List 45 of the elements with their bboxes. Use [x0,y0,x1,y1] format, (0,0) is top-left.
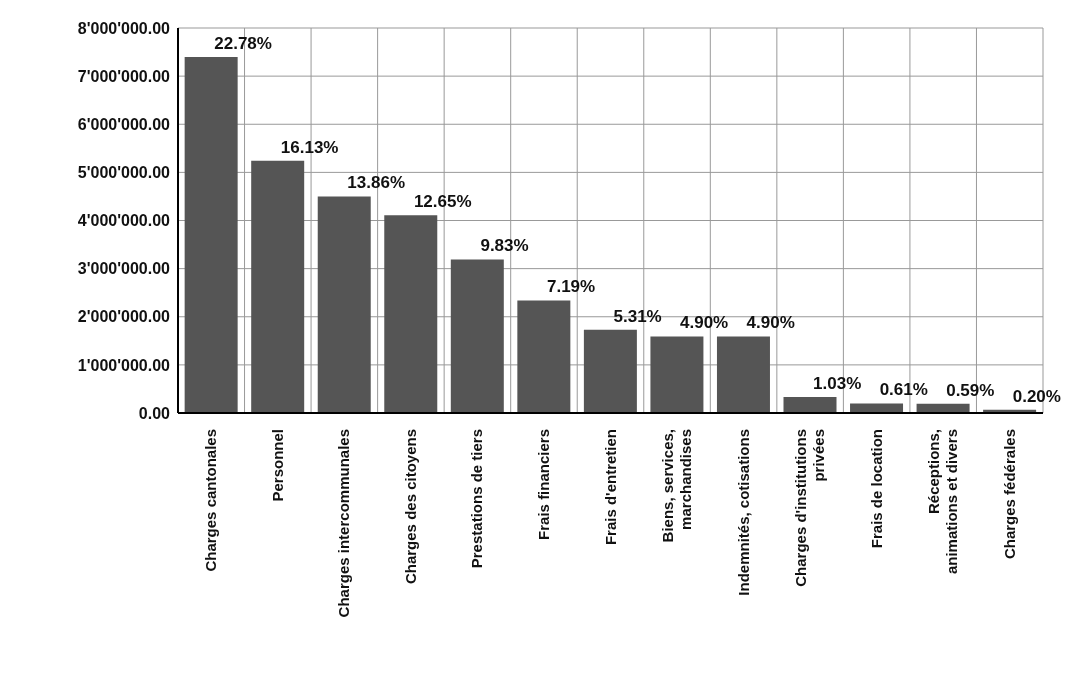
annotation: 4.90% [746,313,795,333]
x-tick-label: Charges d'institutions privées [792,429,828,587]
x-tick-label: Indemnités, cotisations [734,429,752,596]
annotation: 0.59% [946,380,995,400]
y-tick-label: 4'000'000.00 [77,212,171,230]
x-tick-label: Charges fédérales [1000,429,1018,560]
bar [583,329,637,413]
bar [650,336,704,413]
x-tick-label: Charges des citoyens [401,429,419,585]
x-tick-label: Frais d'entretien [601,429,619,546]
bar [850,403,904,413]
bar [517,300,571,413]
annotation: 16.13% [280,137,339,157]
bar [716,336,770,413]
y-tick-label: 8'000'000.00 [77,19,171,37]
annotation: 1.03% [813,374,862,394]
x-tick-label: Personnel [268,429,286,502]
annotation: 4.90% [680,313,729,333]
x-tick-label: Charges cantonales [202,429,220,572]
bar [450,259,504,413]
annotation: 5.31% [613,306,662,326]
y-tick-label: 7'000'000.00 [77,67,171,85]
annotation: 9.83% [480,236,529,256]
x-tick-label: Frais de location [867,429,885,549]
annotation: 13.86% [347,173,406,193]
x-tick-label: Charges intercommunales [335,429,353,618]
annotation: 7.19% [546,277,596,297]
annotation: 0.61% [879,380,928,400]
x-tick-label: Prestations de tiers [468,429,486,569]
annotation: 22.78% [214,33,272,53]
bar [251,160,305,413]
y-tick-label: 2'000'000.00 [77,308,171,326]
annotation: 12.65% [413,192,472,212]
y-tick-label: 5'000'000.00 [77,164,171,182]
bar [384,215,438,413]
x-tick-label: Biens, services, marchandises [659,429,695,543]
annotation: 0.20% [1012,386,1061,406]
x-tick-label: Frais financiers [534,429,552,540]
bar [317,196,371,413]
y-tick-label: 6'000'000.00 [77,115,171,133]
y-tick-label: 0.00 [138,404,171,422]
y-tick-label: 3'000'000.00 [77,260,171,278]
bar [783,397,837,413]
y-tick-label: 1'000'000.00 [77,356,171,374]
bar [184,56,238,413]
